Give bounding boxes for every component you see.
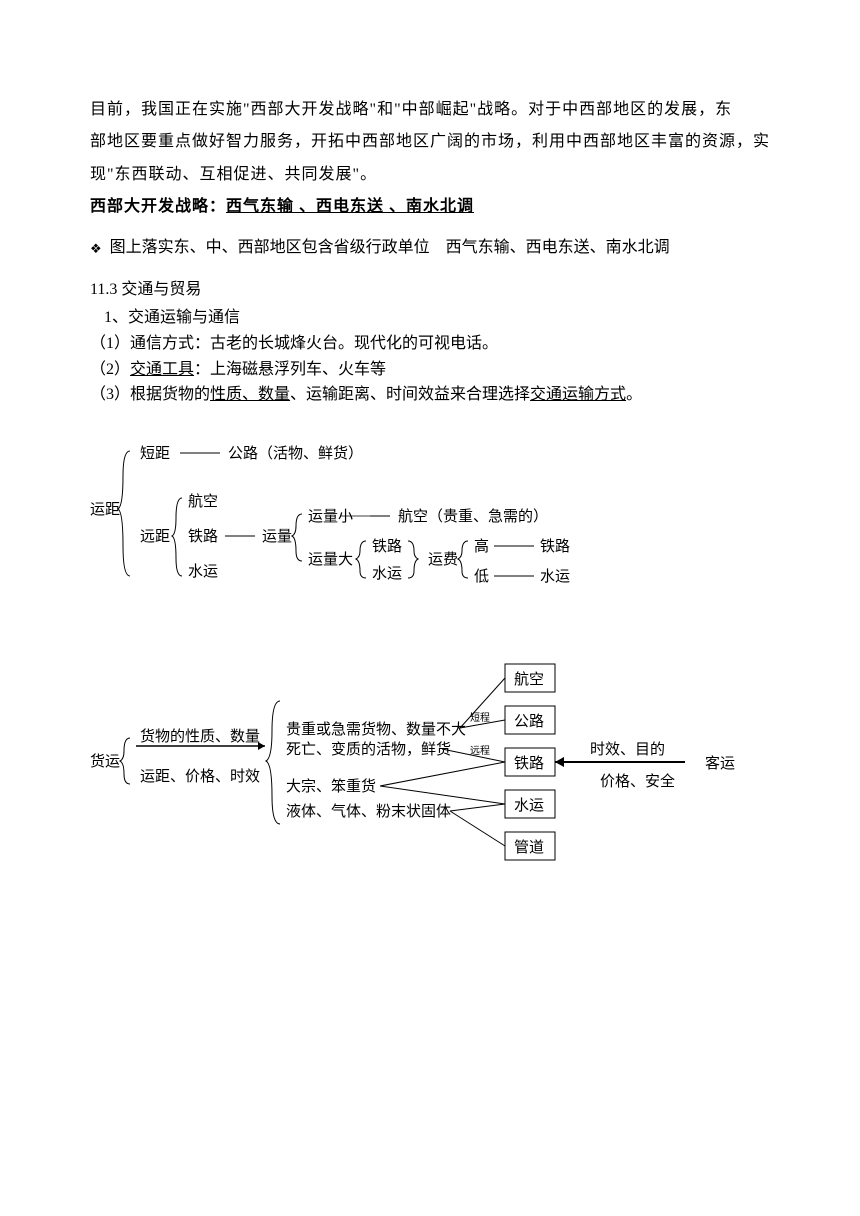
box-tielu: 铁路 — [514, 755, 544, 772]
distance-diagram: 运距 短距 公路（活物、鲜货） 远距 航空 铁路 水运 运量 运量小 航空（贵重… — [90, 436, 770, 606]
item-3-u1: 性质、数量 — [210, 386, 290, 403]
shuiyun-3: 水运 — [540, 568, 570, 585]
box-shuiyun: 水运 — [514, 797, 544, 814]
item-3-prefix: （3）根据货物的 — [90, 386, 210, 403]
mode-boxes: 航空 公路 铁路 水运 管道 — [505, 664, 555, 860]
di-label: 低 — [474, 568, 489, 585]
yuanju-label: 远距 — [140, 528, 170, 545]
box-gonglu: 公路 — [514, 713, 544, 730]
box-hangkong: 航空 — [514, 671, 544, 688]
yunfei-label: 运费 — [428, 551, 458, 568]
item-3: （3）根据货物的性质、数量、运输距离、时间效益来合理选择交通运输方式。 — [90, 382, 770, 408]
guizhong-text: 贵重或急需货物、数量不大 — [286, 721, 466, 738]
item-2-prefix: （2） — [90, 361, 130, 378]
duanju-label: 短距 — [140, 445, 170, 462]
shixiao-text: 时效、目的 — [590, 741, 665, 758]
item-2: （2）交通工具：上海磁悬浮列车、火车等 — [90, 357, 770, 383]
gonglu-desc: 公路（活物、鲜货） — [228, 445, 363, 462]
intro-line-1: 目前，我国正在实施"西部大开发战略"和"中部崛起"战略。对于中西部地区的发展，东 — [90, 95, 770, 125]
bullet-row: ❖ 图上落实东、中、西部地区包含省级行政单位 西气东输、西电东送、南水北调 — [90, 233, 770, 263]
tielu-3: 铁路 — [540, 538, 570, 555]
item-2-rest: ：上海磁悬浮列车、火车等 — [194, 361, 386, 378]
strategy-items: 西气东输 、西电东送 、南水北调 — [226, 198, 474, 215]
strategy-label: 西部大开发战略： — [90, 198, 226, 215]
freight-passenger-diagram: 货运 货物的性质、数量 运距、价格、时效 贵重或急需货物、数量不大 死亡、变质的… — [90, 646, 770, 876]
sub-heading-1: 1、交通运输与通信 — [104, 305, 770, 331]
jiage-text: 价格、安全 — [600, 772, 675, 790]
yunju-label: 运距 — [90, 501, 120, 518]
bullet-text: 图上落实东、中、西部地区包含省级行政单位 西气东输、西电东送、南水北调 — [110, 233, 670, 263]
huowu-xingzhi: 货物的性质、数量 — [140, 728, 260, 745]
yunju-jiage: 运距、价格、时效 — [140, 768, 260, 785]
shuiyun-1: 水运 — [188, 563, 218, 580]
section-number: 11.3 交通与贸易 — [90, 275, 770, 305]
keyun-label: 客运 — [705, 755, 735, 772]
dazong-text: 大宗、笨重货 — [286, 777, 376, 795]
yeti-text: 液体、气体、粉末状固体 — [286, 803, 451, 820]
siwang-text: 死亡、变质的活物，鲜货 — [286, 741, 451, 758]
tielu-1: 铁路 — [188, 528, 218, 545]
item-3-end: 。 — [626, 386, 642, 403]
hangkong-1: 航空 — [188, 493, 218, 510]
hangkong-desc: 航空（贵重、急需的） — [398, 508, 548, 525]
strategy-line: 西部大开发战略：西气东输 、西电东送 、南水北调 — [90, 192, 770, 222]
huoyun-label: 货运 — [90, 753, 120, 770]
item-3-u2: 交通运输方式 — [530, 386, 626, 403]
item-2-tool: 交通工具 — [130, 361, 194, 378]
yunliang-da: 运量大 — [308, 551, 353, 568]
yuancheng-label: 远程 — [470, 745, 490, 757]
duancheng-label: 短程 — [470, 711, 490, 724]
yunliang-xiao: 运量小 — [308, 508, 353, 525]
tielu-2: 铁路 — [372, 538, 402, 555]
intro-line-3: 现"东西联动、互相促进、共同发展"。 — [90, 160, 770, 190]
diamond-bullet-icon: ❖ — [90, 237, 102, 262]
box-guandao: 管道 — [514, 839, 544, 856]
shuiyun-2: 水运 — [372, 565, 402, 582]
yunliang-label: 运量 — [262, 528, 292, 545]
gao-label: 高 — [474, 538, 489, 555]
item-1: （1）通信方式：古老的长城烽火台。现代化的可视电话。 — [90, 331, 770, 357]
item-3-mid: 、运输距离、时间效益来合理选择 — [290, 386, 530, 403]
intro-line-2: 部地区要重点做好智力服务，开拓中西部地区广阔的市场，利用中西部地区丰富的资源，实 — [90, 127, 770, 157]
